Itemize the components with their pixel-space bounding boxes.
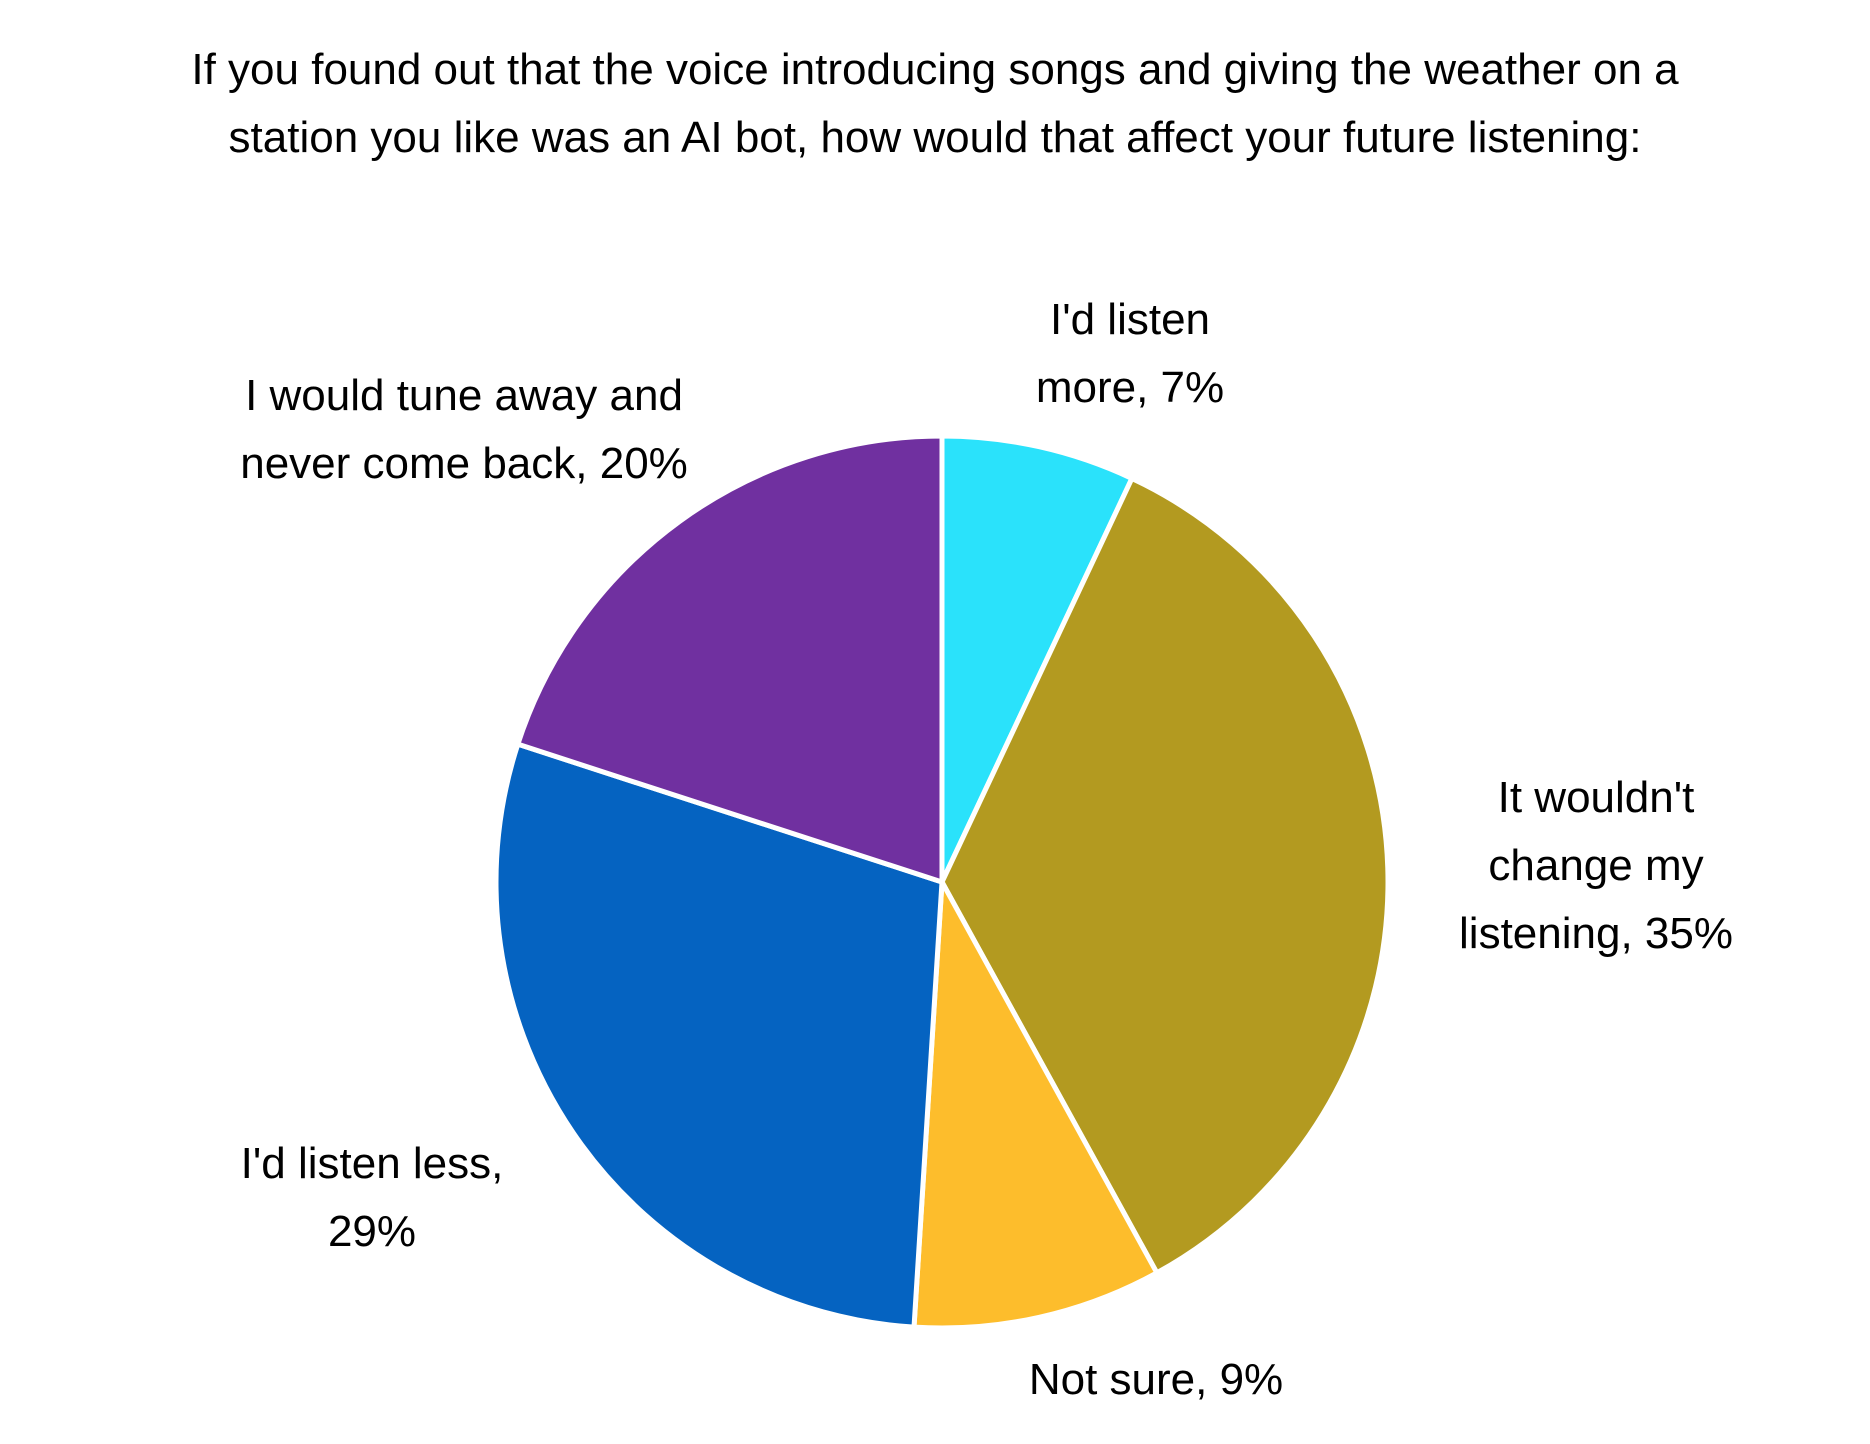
- pie-slice: [493, 741, 945, 1330]
- data-label: Not sure, 9%: [1028, 1355, 1284, 1404]
- data-label: I'd listen more, 7%: [1035, 295, 1225, 412]
- pie-slice: [939, 475, 1391, 1276]
- data-label: I'd listen less, 29%: [240, 1139, 504, 1256]
- chart-title: If you found out that the voice introduc…: [191, 45, 1679, 162]
- pie-slice: [939, 433, 1135, 885]
- data-label: I would tune away and never come back, 2…: [240, 371, 688, 488]
- data-label: It wouldn't change my listening, 35%: [1459, 773, 1733, 958]
- pie-slice: [515, 433, 945, 885]
- pie-slice: [911, 879, 1160, 1331]
